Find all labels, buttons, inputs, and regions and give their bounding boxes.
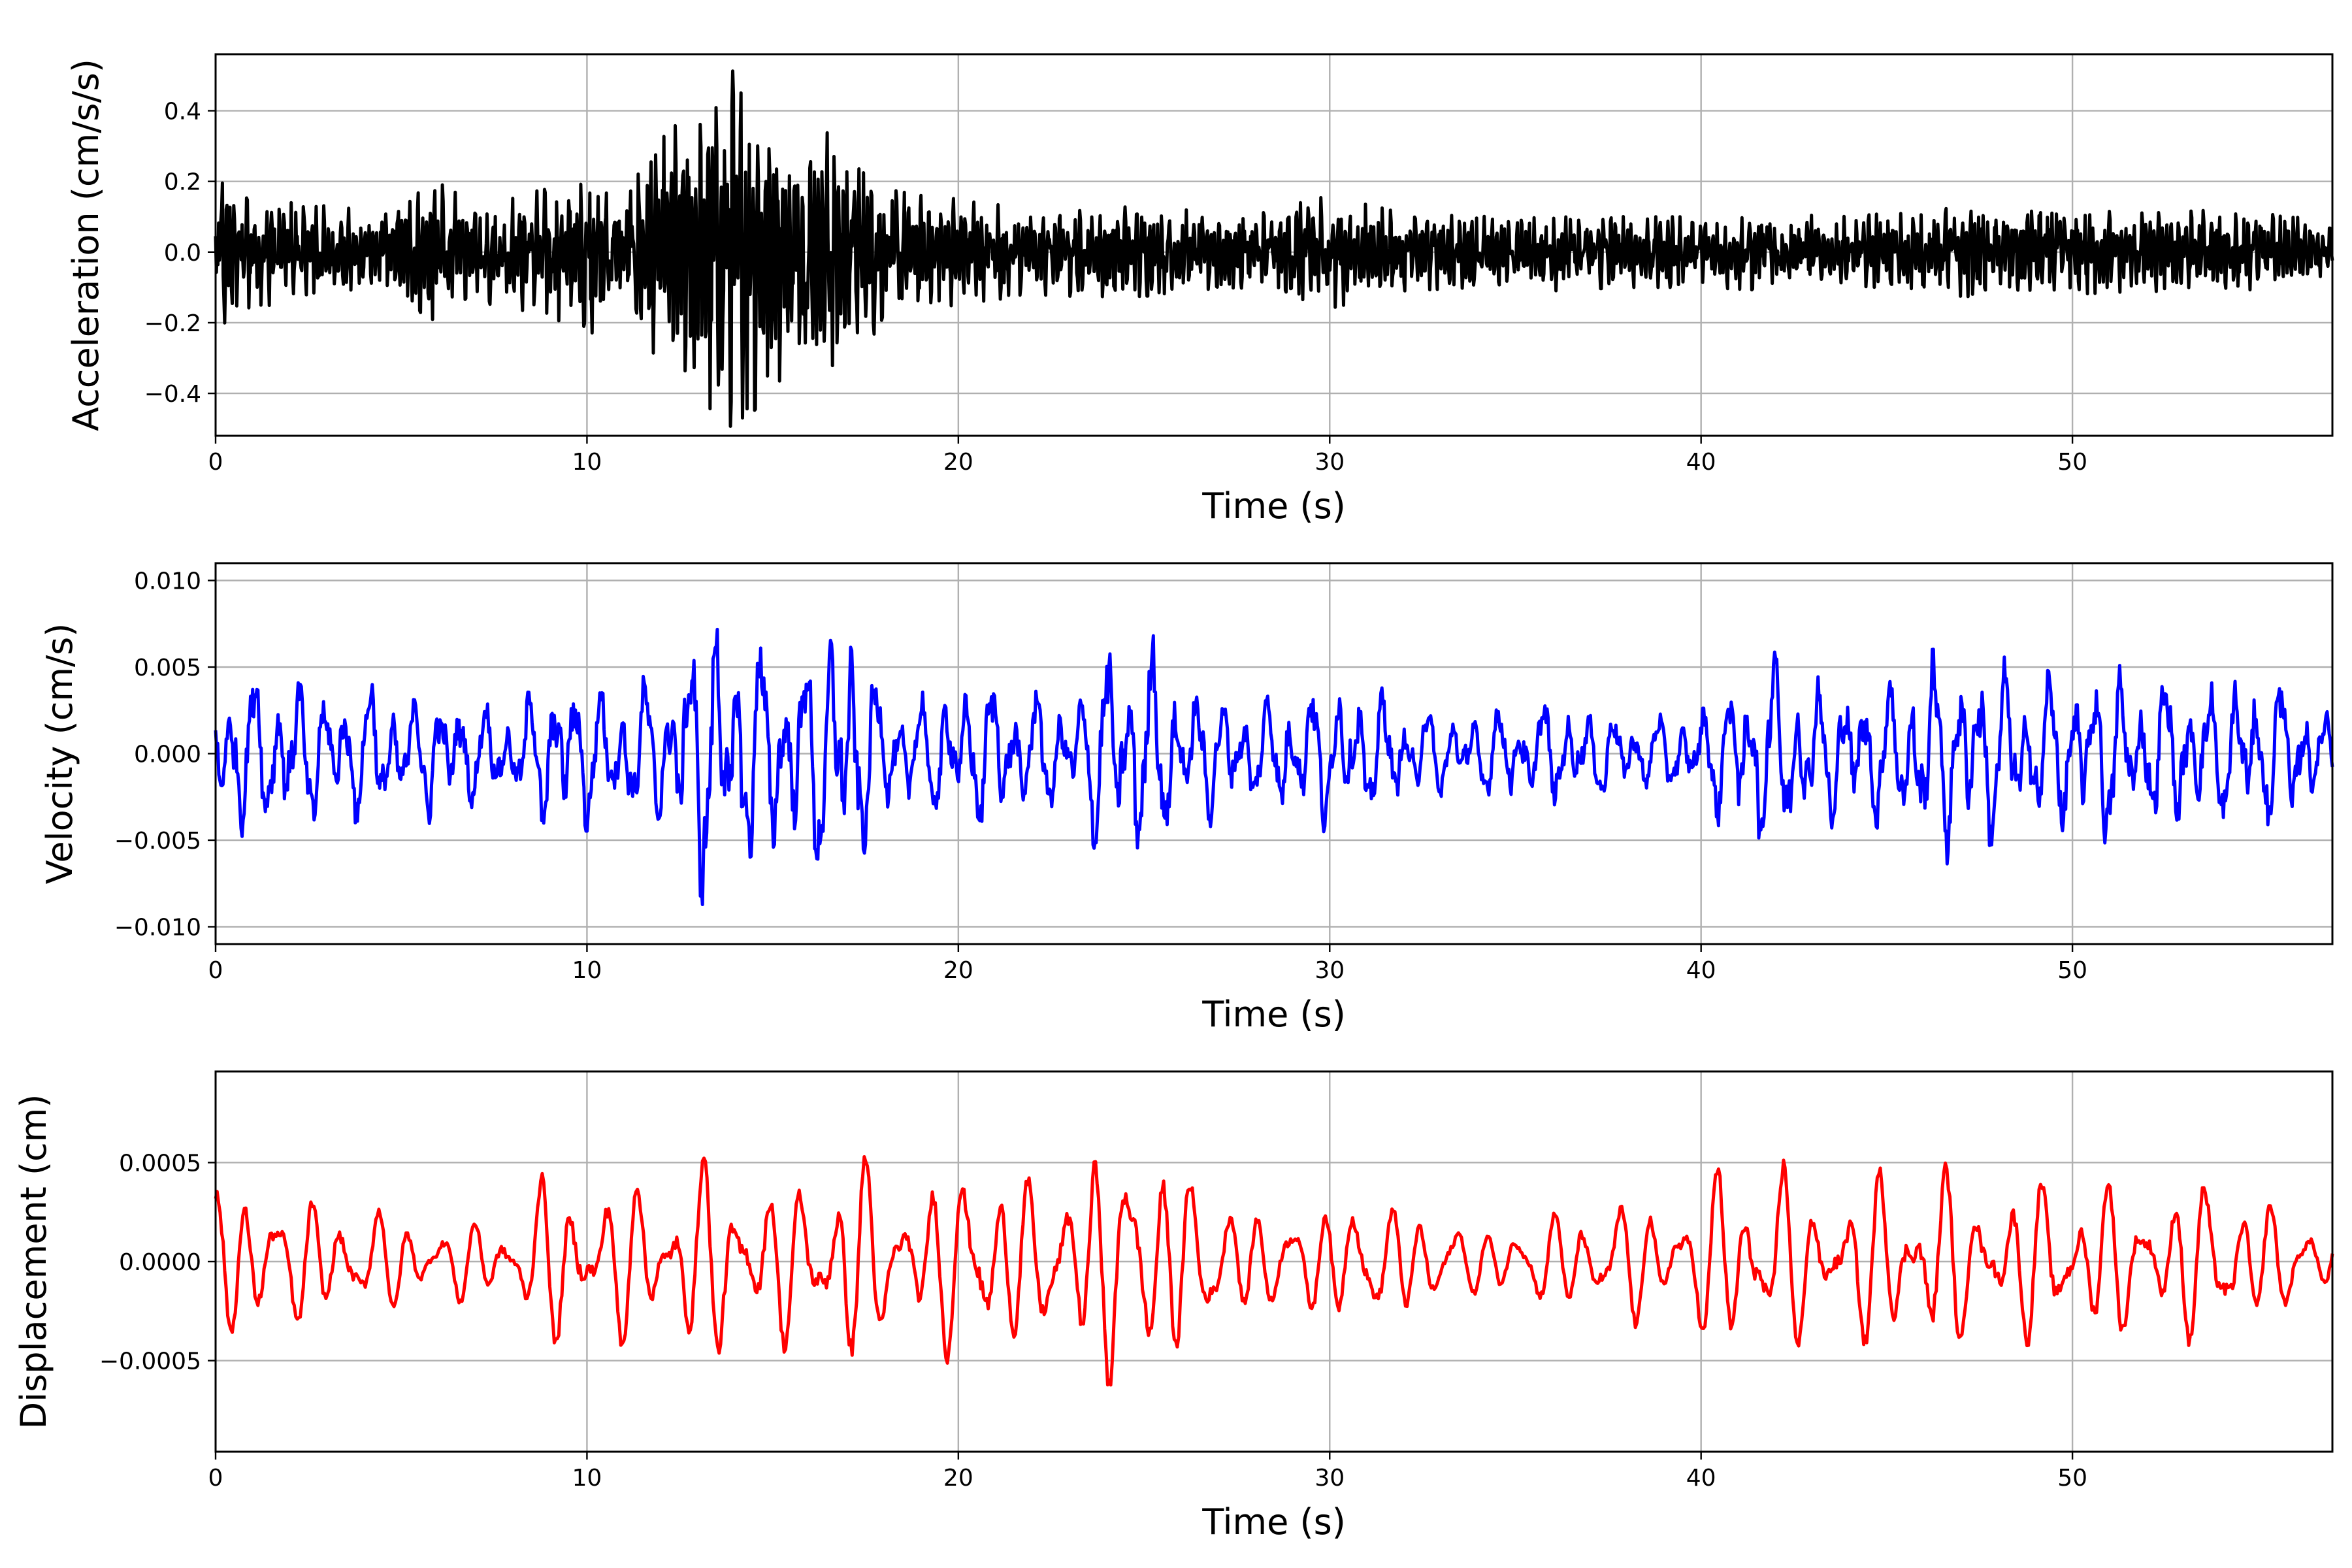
displacement-x-tick-label: 30: [1315, 1465, 1345, 1492]
displacement-x-tick-label: 0: [208, 1465, 223, 1492]
displacement-panel: 0 10 20 30 40 50 −0.0005 0.0000 0.0005 Time (s) Di…: [13, 1070, 2334, 1543]
acceleration-x-axis-title: Time (s): [1201, 485, 1346, 527]
velocity-y-tick-label: 0.010: [134, 568, 201, 595]
velocity-x-tick-label: 30: [1315, 957, 1345, 984]
velocity-line: [214, 627, 2334, 906]
acceleration-x-tick-label: 50: [2057, 449, 2087, 476]
displacement-x-tick-label: 50: [2057, 1465, 2087, 1492]
velocity-x-tick-label: 0: [208, 957, 223, 984]
velocity-x-tick-label: 20: [943, 957, 973, 984]
acceleration-x-tick-label: 40: [1686, 449, 1716, 476]
velocity-x-tick-label: 10: [572, 957, 602, 984]
velocity-y-tick-label: 0.000: [134, 742, 201, 768]
acceleration-x-tick-label: 20: [943, 449, 973, 476]
acceleration-x-tick-label: 30: [1315, 449, 1345, 476]
acceleration-y-tick-label: 0.2: [164, 169, 201, 196]
displacement-x-tick-label: 40: [1686, 1465, 1716, 1492]
velocity-y-tick-label: −0.010: [114, 915, 201, 941]
acceleration-y-tick-label: 0.4: [164, 99, 201, 125]
acceleration-x-tick-label: 0: [208, 449, 223, 476]
velocity-y-axis-title: Velocity (cm/s): [39, 623, 80, 885]
velocity-y-tick-label: −0.005: [114, 828, 201, 855]
displacement-x-tick-label: 20: [943, 1465, 973, 1492]
displacement-x-tick-label: 10: [572, 1465, 602, 1492]
acceleration-line: [214, 69, 2334, 428]
acceleration-axes-frame: [214, 53, 2334, 437]
acceleration-y-tick-label: −0.4: [144, 381, 201, 408]
acceleration-y-tick-label: 0.0: [164, 240, 201, 267]
velocity-y-tick-label: 0.005: [134, 655, 201, 681]
displacement-x-axis-title: Time (s): [1201, 1501, 1346, 1543]
velocity-x-axis-title: Time (s): [1201, 994, 1346, 1035]
displacement-y-tick-label: −0.0005: [99, 1348, 201, 1375]
displacement-y-tick-label: 0.0000: [119, 1249, 201, 1276]
acceleration-panel: 0 10 20 30 40 50 −0.4 −0.2 0.0 0.2 0.4 Time (s) Acce…: [65, 53, 2334, 527]
acceleration-y-axis-title: Acceleration (cm/s/s): [65, 59, 106, 431]
displacement-y-tick-label: 0.0005: [119, 1150, 201, 1177]
acceleration-x-tick-label: 10: [572, 449, 602, 476]
velocity-x-tick-label: 50: [2057, 957, 2087, 984]
velocity-x-tick-label: 40: [1686, 957, 1716, 984]
acceleration-y-tick-label: −0.2: [144, 310, 201, 337]
displacement-line: [214, 1155, 2334, 1387]
displacement-y-axis-title: Displacement (cm): [13, 1094, 54, 1429]
velocity-panel: 0 10 20 30 40 50 −0.010 −0.005 0.000 0.005 0.010 Ti…: [39, 562, 2334, 1035]
